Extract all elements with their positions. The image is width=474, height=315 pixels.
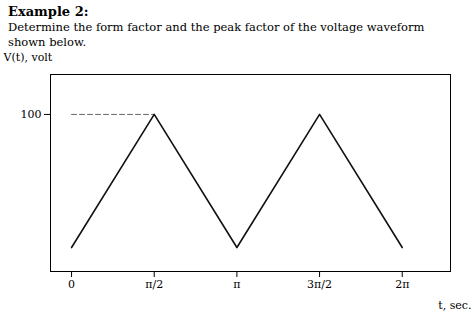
svg-text:t, sec.: t, sec. xyxy=(438,299,471,312)
svg-text:3π/2: 3π/2 xyxy=(307,278,332,291)
svg-text:V(t), volt: V(t), volt xyxy=(3,51,53,64)
svg-text:π: π xyxy=(233,278,240,291)
html-text:Determine the form factor and: Determine the form factor and the peak f… xyxy=(8,20,425,34)
svg-text:2π: 2π xyxy=(395,278,409,291)
svg-text:0: 0 xyxy=(68,278,75,291)
html-text:Example 2:: Example 2: xyxy=(8,4,89,19)
svg-text:π/2: π/2 xyxy=(145,278,163,291)
svg-text:100: 100 xyxy=(21,108,42,121)
html-text:shown below.: shown below. xyxy=(8,35,86,49)
